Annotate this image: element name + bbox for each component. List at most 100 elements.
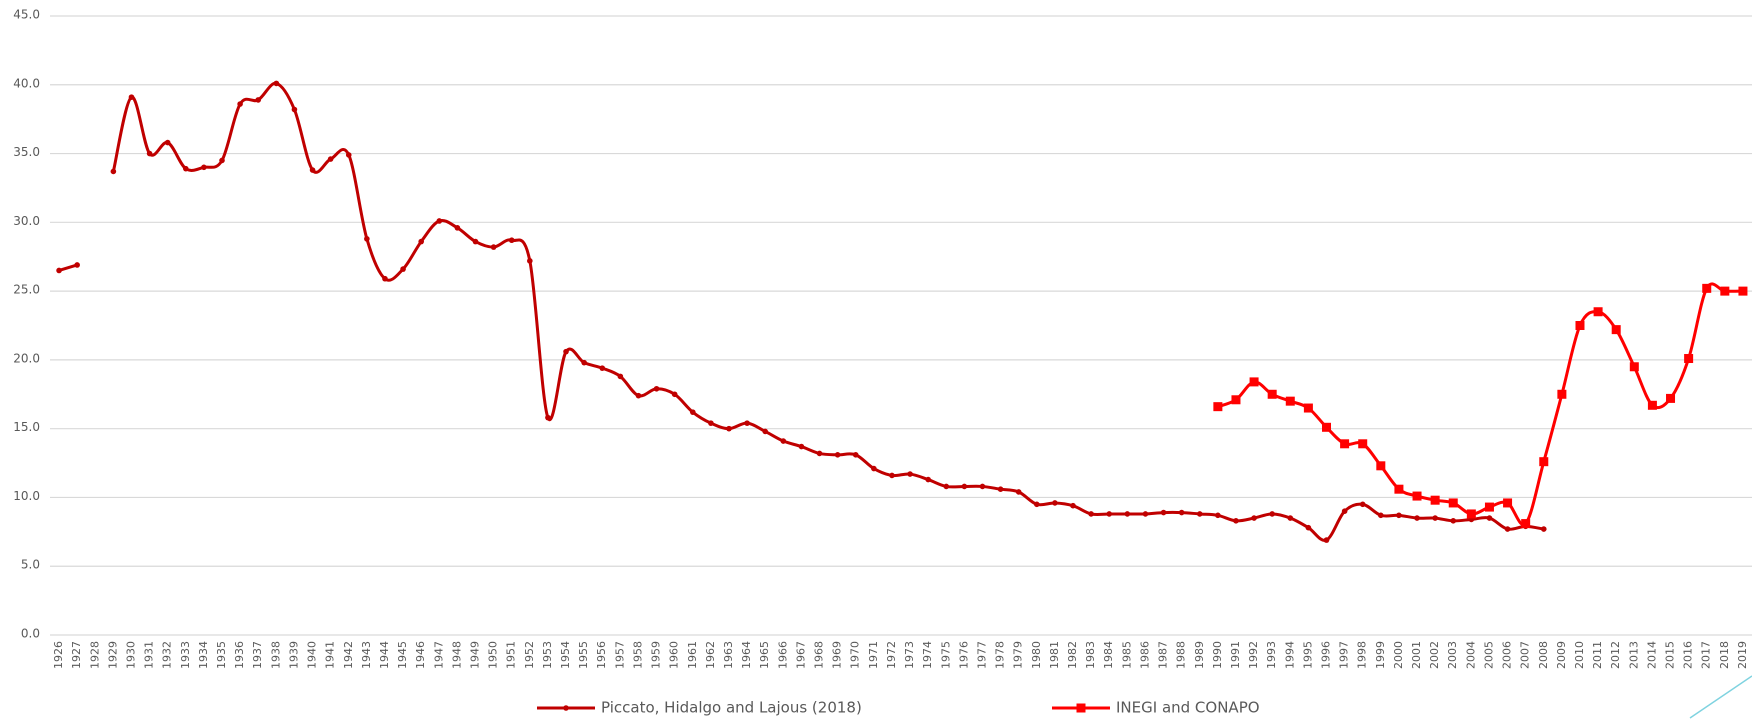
x-tick-label: 1951 <box>505 641 518 669</box>
data-point <box>961 483 968 490</box>
data-point <box>400 266 406 272</box>
data-point <box>56 267 62 274</box>
data-point <box>1539 457 1549 467</box>
data-point <box>490 244 497 250</box>
x-tick-label: 2002 <box>1428 641 1441 669</box>
data-point <box>1178 509 1185 516</box>
data-point <box>1303 403 1313 413</box>
x-tick-label: 1993 <box>1265 641 1278 669</box>
x-tick-label: 1944 <box>378 641 391 669</box>
data-point <box>1611 325 1621 335</box>
x-tick-label: 1940 <box>306 641 319 669</box>
data-point <box>219 157 225 164</box>
x-tick-label: 1960 <box>668 641 681 669</box>
x-tick-label: 2006 <box>1501 641 1514 669</box>
data-point <box>1322 422 1331 432</box>
decoration <box>1689 675 1752 719</box>
x-tick-label: 1938 <box>269 641 282 669</box>
data-point <box>889 472 895 479</box>
data-point <box>653 385 660 392</box>
data-point <box>1412 491 1422 501</box>
data-point <box>1323 537 1330 543</box>
data-point <box>834 452 841 458</box>
x-tick-label: 1926 <box>52 641 65 669</box>
data-point <box>1213 402 1223 412</box>
x-tick-label: 1946 <box>414 641 427 669</box>
data-point <box>1269 511 1275 517</box>
data-point <box>1231 395 1241 405</box>
x-tick-label: 2012 <box>1609 641 1622 669</box>
x-tick-label: 2016 <box>1682 641 1695 669</box>
data-point <box>997 486 1004 492</box>
y-tick-label: 5.0 <box>21 558 40 572</box>
data-point <box>1504 526 1511 532</box>
data-point <box>255 97 262 103</box>
x-tick-label: 1994 <box>1283 641 1296 669</box>
x-tick-label: 1941 <box>324 641 337 669</box>
x-tick-label: 1933 <box>179 641 192 669</box>
data-point <box>1070 502 1076 509</box>
x-tick-label: 1972 <box>885 641 898 669</box>
data-point <box>1106 511 1113 517</box>
data-point <box>1376 461 1386 471</box>
x-tick-label: 1948 <box>450 641 463 669</box>
x-tick-label: 1973 <box>903 641 916 669</box>
x-tick-label: 2010 <box>1573 641 1586 669</box>
data-point <box>1486 515 1493 521</box>
x-tick-label: 1947 <box>432 641 445 669</box>
data-point <box>182 165 189 172</box>
data-point <box>1358 439 1368 449</box>
data-point <box>1215 512 1221 519</box>
series-line <box>58 263 78 272</box>
x-tick-label: 1945 <box>396 641 409 669</box>
x-tick-label: 1989 <box>1193 641 1206 669</box>
data-point <box>726 425 732 432</box>
data-point <box>1160 509 1167 516</box>
x-tick-label: 1957 <box>613 641 626 669</box>
data-point <box>1142 511 1149 517</box>
data-point <box>635 392 642 399</box>
data-point <box>599 365 606 371</box>
data-point <box>110 168 117 175</box>
x-tick-label: 1984 <box>1102 641 1115 669</box>
data-point <box>472 238 479 245</box>
y-tick-label: 45.0 <box>13 8 40 22</box>
data-point <box>617 373 624 380</box>
data-point <box>1340 439 1350 449</box>
x-tick-label: 1991 <box>1229 641 1242 669</box>
y-tick-label: 40.0 <box>13 76 40 90</box>
data-point <box>146 150 153 157</box>
data-point <box>454 225 461 231</box>
data-point <box>1396 512 1402 519</box>
x-tick-label: 2018 <box>1718 641 1731 669</box>
data-point <box>1557 389 1567 399</box>
data-point <box>1233 518 1239 524</box>
data-point <box>563 348 569 355</box>
x-tick-label: 1981 <box>1048 641 1061 669</box>
data-point <box>1430 495 1440 505</box>
y-tick-label: 35.0 <box>13 145 40 159</box>
x-tick-label: 2014 <box>1645 641 1658 669</box>
data-point <box>1702 283 1712 293</box>
data-point <box>1124 511 1131 517</box>
data-point <box>1521 519 1531 529</box>
data-point <box>671 391 678 398</box>
data-point <box>1015 489 1022 495</box>
data-point <box>1378 512 1384 519</box>
data-point <box>273 80 280 87</box>
data-point <box>1629 362 1639 372</box>
data-point <box>527 258 533 264</box>
x-tick-label: 2001 <box>1410 641 1423 669</box>
x-tick-label: 1966 <box>776 641 789 669</box>
x-tick-label: 1983 <box>1084 641 1097 669</box>
x-tick-label: 2000 <box>1392 641 1405 669</box>
x-tick-label: 1979 <box>1012 641 1025 669</box>
x-tick-label: 1986 <box>1138 641 1151 669</box>
x-tick-label: 1939 <box>287 641 300 669</box>
data-point <box>1540 526 1547 532</box>
x-tick-label: 1977 <box>975 641 988 669</box>
x-tick-label: 2013 <box>1627 641 1640 669</box>
data-point <box>1033 501 1040 508</box>
legend-marker <box>1076 703 1086 713</box>
